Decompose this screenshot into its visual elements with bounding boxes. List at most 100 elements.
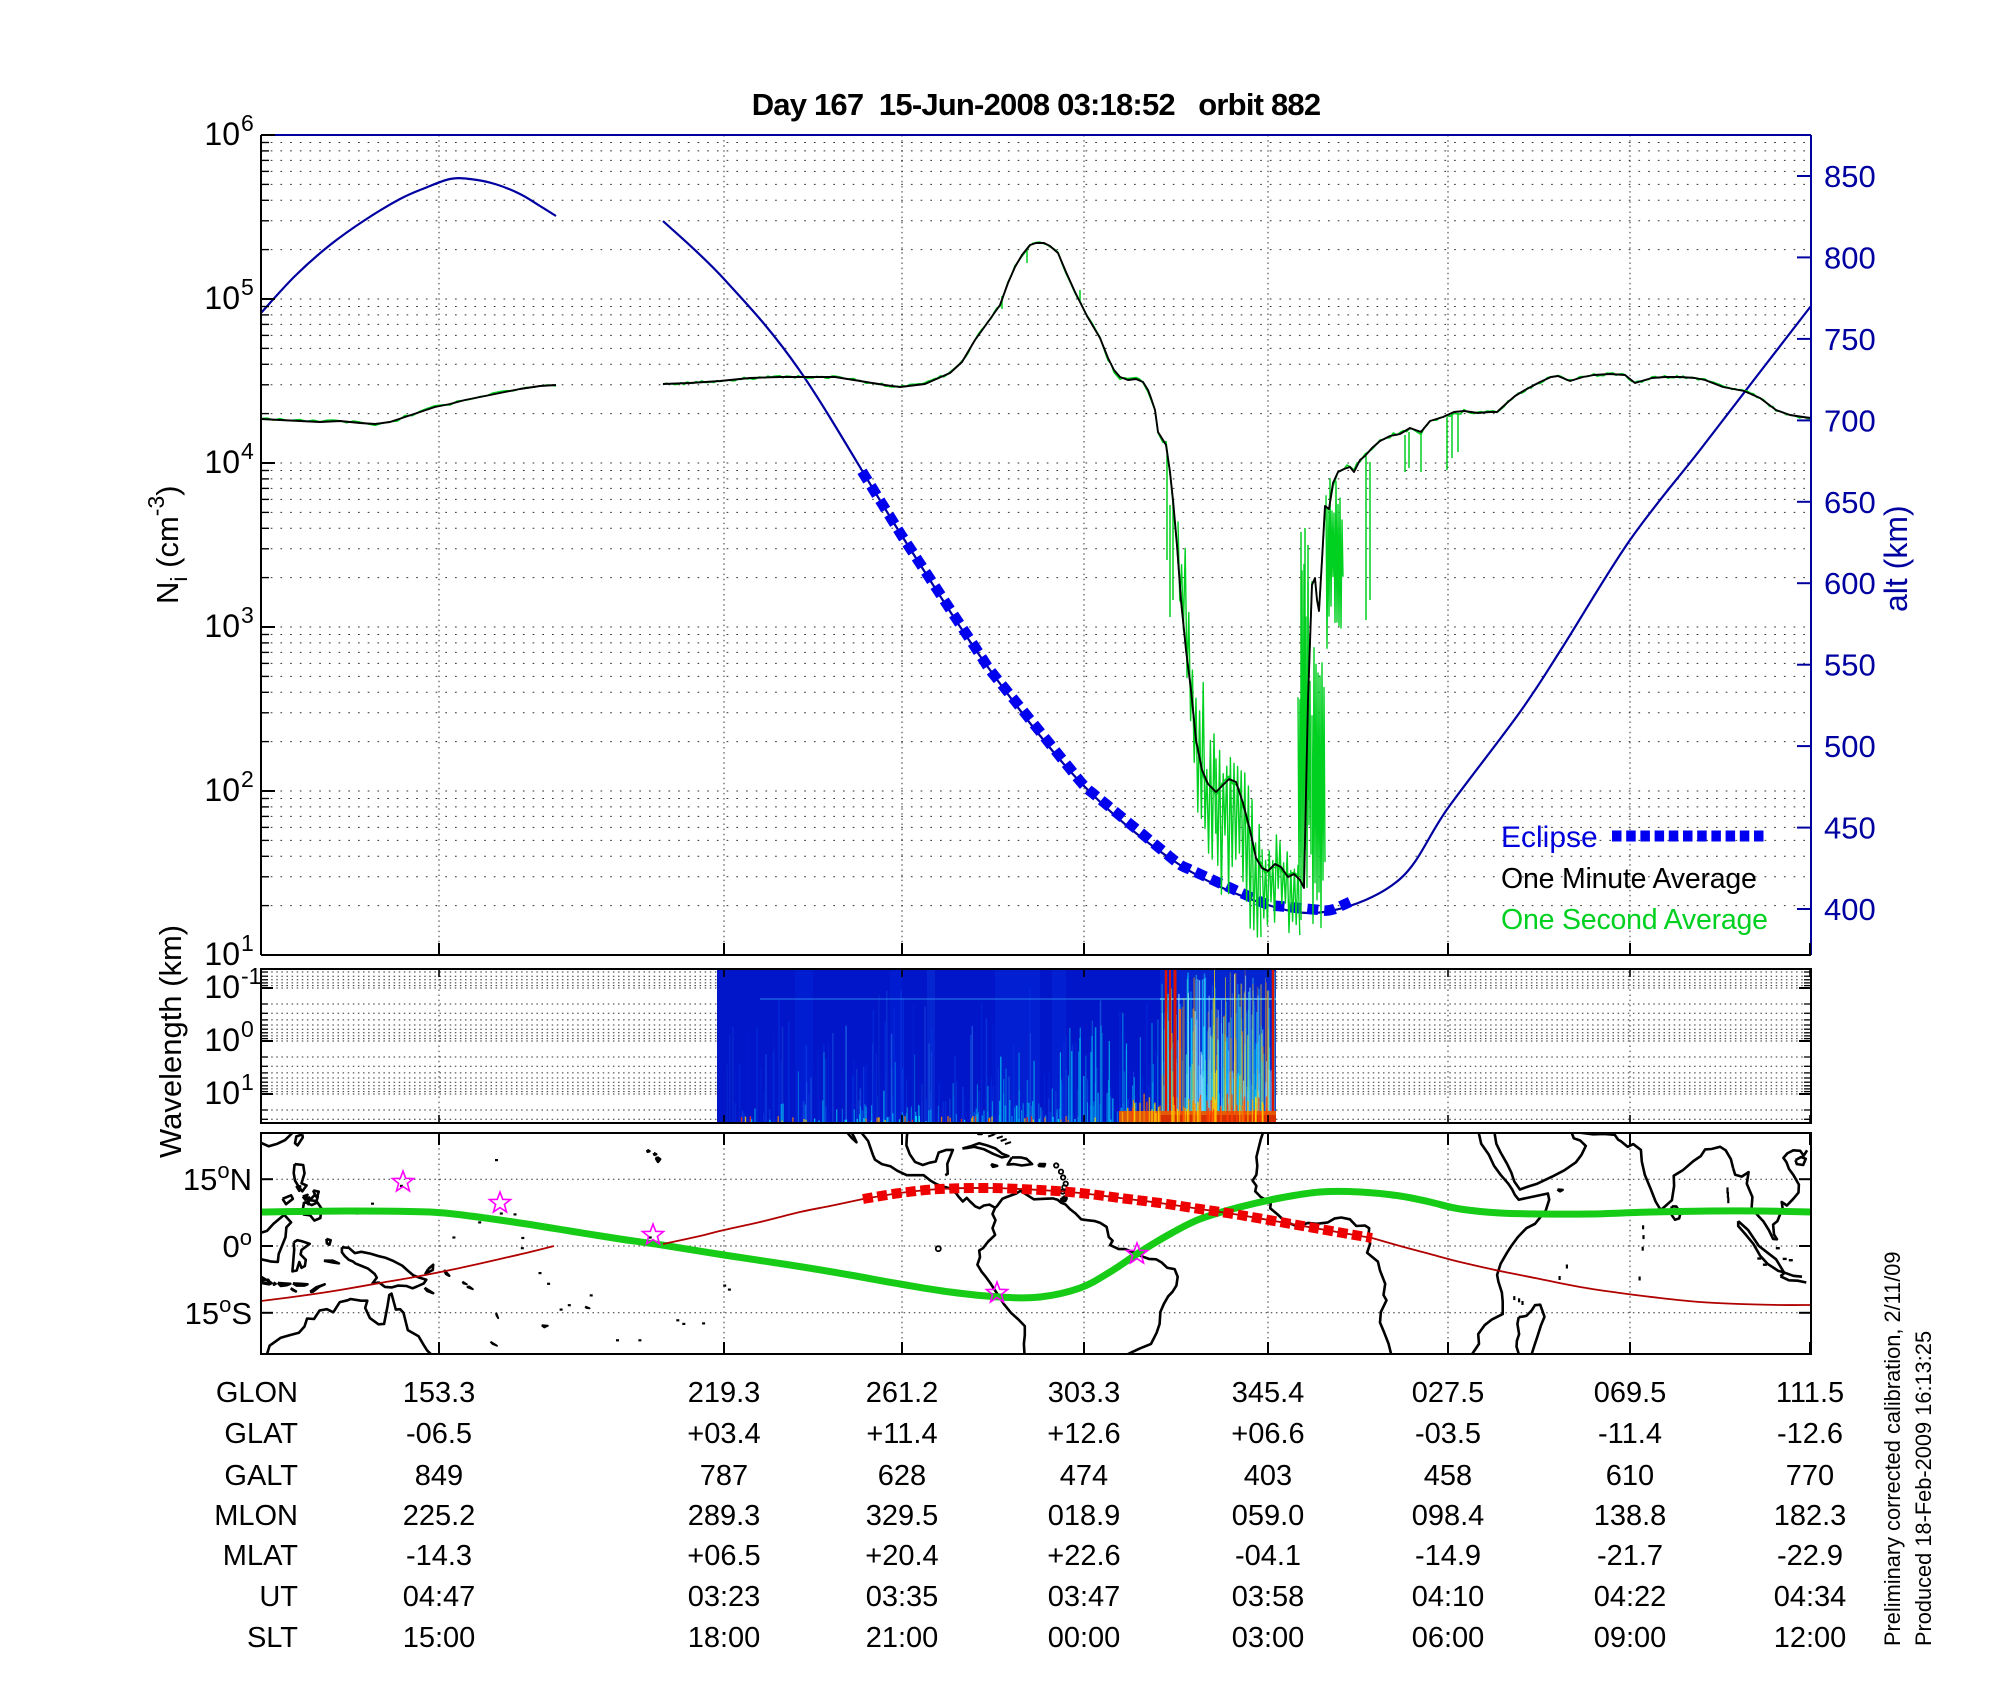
- svg-text:03:35: 03:35: [866, 1581, 939, 1613]
- svg-text:+12.6: +12.6: [1047, 1418, 1120, 1450]
- svg-text:10: 10: [204, 116, 240, 152]
- svg-text:10: 10: [204, 1075, 240, 1111]
- svg-text:-14.3: -14.3: [406, 1540, 472, 1572]
- svg-text:225.2: 225.2: [403, 1500, 476, 1532]
- svg-text:SLT: SLT: [247, 1622, 298, 1654]
- svg-text:09:00: 09:00: [1594, 1622, 1667, 1654]
- svg-text:610: 610: [1606, 1460, 1654, 1492]
- svg-text:650: 650: [1824, 485, 1876, 520]
- svg-text:-12.6: -12.6: [1777, 1418, 1843, 1450]
- svg-text:-06.5: -06.5: [406, 1418, 472, 1450]
- svg-text:018.9: 018.9: [1048, 1500, 1121, 1532]
- svg-text:04:34: 04:34: [1774, 1581, 1847, 1613]
- svg-text:GLON: GLON: [216, 1377, 298, 1409]
- svg-text:04:22: 04:22: [1594, 1581, 1667, 1613]
- svg-text:069.5: 069.5: [1594, 1377, 1667, 1409]
- svg-text:550: 550: [1824, 648, 1876, 683]
- svg-text:alt (km): alt (km): [1878, 505, 1914, 612]
- svg-text:-04.1: -04.1: [1235, 1540, 1301, 1572]
- svg-text:0: 0: [241, 1016, 254, 1042]
- svg-text:One Second Average: One Second Average: [1501, 904, 1768, 936]
- svg-text:850: 850: [1824, 159, 1876, 194]
- svg-text:12:00: 12:00: [1774, 1622, 1847, 1654]
- svg-text:MLAT: MLAT: [223, 1540, 298, 1572]
- svg-text:04:10: 04:10: [1412, 1581, 1485, 1613]
- svg-text:849: 849: [415, 1460, 463, 1492]
- svg-text:15oS: 15oS: [185, 1292, 252, 1331]
- svg-text:+06.6: +06.6: [1231, 1418, 1304, 1450]
- svg-text:403: 403: [1244, 1460, 1292, 1492]
- svg-text:10: 10: [204, 969, 240, 1005]
- svg-text:750: 750: [1824, 322, 1876, 357]
- svg-text:21:00: 21:00: [866, 1622, 939, 1654]
- svg-text:153.3: 153.3: [403, 1377, 476, 1409]
- svg-text:18:00: 18:00: [688, 1622, 761, 1654]
- svg-text:10: 10: [204, 772, 240, 808]
- svg-text:03:58: 03:58: [1232, 1581, 1305, 1613]
- svg-text:289.3: 289.3: [688, 1500, 761, 1532]
- svg-text:098.4: 098.4: [1412, 1500, 1485, 1532]
- svg-text:+22.6: +22.6: [1047, 1540, 1120, 1572]
- svg-text:450: 450: [1824, 811, 1876, 846]
- svg-text:-03.5: -03.5: [1415, 1418, 1481, 1450]
- svg-text:00:00: 00:00: [1048, 1622, 1121, 1654]
- svg-text:059.0: 059.0: [1232, 1500, 1305, 1532]
- svg-text:10: 10: [204, 444, 240, 480]
- svg-text:700: 700: [1824, 403, 1876, 438]
- svg-text:770: 770: [1786, 1460, 1834, 1492]
- svg-text:6: 6: [241, 110, 254, 136]
- svg-text:+11.4: +11.4: [866, 1418, 937, 1450]
- svg-text:06:00: 06:00: [1412, 1622, 1485, 1654]
- svg-text:5: 5: [241, 274, 254, 300]
- svg-text:027.5: 027.5: [1412, 1377, 1485, 1409]
- svg-text:2: 2: [241, 766, 254, 792]
- svg-text:111.5: 111.5: [1776, 1377, 1844, 1409]
- svg-text:787: 787: [700, 1460, 748, 1492]
- svg-text:628: 628: [878, 1460, 926, 1492]
- svg-text:10: 10: [204, 1022, 240, 1058]
- svg-text:3: 3: [241, 602, 254, 628]
- svg-text:+03.4: +03.4: [687, 1418, 760, 1450]
- svg-text:Wavelength (km): Wavelength (km): [153, 925, 188, 1158]
- svg-text:474: 474: [1060, 1460, 1108, 1492]
- svg-text:-1: -1: [241, 963, 261, 989]
- svg-text:03:47: 03:47: [1048, 1581, 1121, 1613]
- svg-text:-14.9: -14.9: [1415, 1540, 1481, 1572]
- svg-text:-11.4: -11.4: [1598, 1418, 1662, 1450]
- svg-text:03:23: 03:23: [688, 1581, 761, 1613]
- svg-text:303.3: 303.3: [1048, 1377, 1121, 1409]
- svg-text:03:00: 03:00: [1232, 1622, 1305, 1654]
- svg-text:1: 1: [241, 1069, 254, 1095]
- svg-text:182.3: 182.3: [1774, 1500, 1847, 1532]
- svg-text:GLAT: GLAT: [224, 1418, 298, 1450]
- svg-text:+06.5: +06.5: [687, 1540, 760, 1572]
- svg-text:Preliminary corrected calibrat: Preliminary corrected calibration, 2/11/…: [1880, 1251, 1905, 1646]
- svg-text:MLON: MLON: [214, 1500, 298, 1532]
- svg-text:04:47: 04:47: [403, 1581, 476, 1613]
- svg-text:Produced 18-Feb-2009 16:13:25: Produced 18-Feb-2009 16:13:25: [1911, 1331, 1936, 1646]
- svg-text:Eclipse: Eclipse: [1501, 821, 1598, 854]
- svg-text:345.4: 345.4: [1232, 1377, 1305, 1409]
- svg-text:UT: UT: [259, 1581, 298, 1613]
- svg-text:One Minute Average: One Minute Average: [1501, 863, 1757, 895]
- svg-text:458: 458: [1424, 1460, 1472, 1492]
- svg-text:400: 400: [1824, 892, 1876, 927]
- svg-text:10: 10: [204, 608, 240, 644]
- svg-text:15:00: 15:00: [403, 1622, 476, 1654]
- svg-text:600: 600: [1824, 566, 1876, 601]
- svg-text:10: 10: [204, 936, 240, 972]
- svg-text:4: 4: [241, 438, 254, 464]
- svg-text:329.5: 329.5: [866, 1500, 939, 1532]
- svg-text:-22.9: -22.9: [1777, 1540, 1843, 1572]
- svg-text:-21.7: -21.7: [1597, 1540, 1663, 1572]
- svg-text:261.2: 261.2: [866, 1377, 939, 1409]
- svg-text:1: 1: [241, 930, 254, 956]
- svg-text:GALT: GALT: [224, 1460, 298, 1492]
- svg-text:800: 800: [1824, 240, 1876, 275]
- svg-text:Day 167 15-Jun-2008 03:18:52: Day 167 15-Jun-2008 03:18:52 orbit 882: [752, 87, 1321, 122]
- svg-text:+20.4: +20.4: [865, 1540, 938, 1572]
- svg-text:10: 10: [204, 280, 240, 316]
- svg-text:500: 500: [1824, 729, 1876, 764]
- svg-text:219.3: 219.3: [688, 1377, 761, 1409]
- svg-text:138.8: 138.8: [1594, 1500, 1667, 1532]
